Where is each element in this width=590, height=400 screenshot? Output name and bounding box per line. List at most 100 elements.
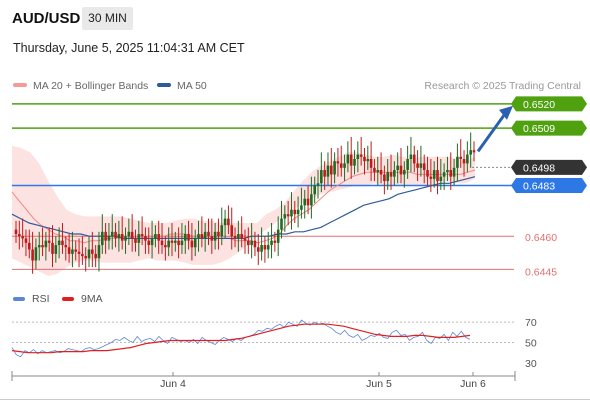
level-label-0.6520: 0.6520 — [523, 99, 555, 111]
candle-body — [343, 163, 346, 168]
candle-body — [266, 245, 270, 250]
candle-body — [34, 247, 38, 261]
candle-body — [81, 253, 84, 257]
candle-body — [386, 172, 390, 182]
candle-body — [286, 214, 290, 217]
candle-body — [37, 245, 41, 248]
legend-swatch-ma50 — [157, 83, 171, 88]
candle-body — [27, 242, 31, 250]
candle-body — [14, 229, 18, 235]
candle-body — [97, 245, 101, 259]
candle-body — [77, 251, 81, 254]
level-label-0.6520-tag — [511, 96, 587, 112]
candle-body — [230, 225, 234, 237]
candle-body — [369, 159, 373, 168]
candle-body — [323, 170, 326, 177]
candle-body — [446, 170, 449, 173]
ma50-line — [11, 176, 476, 239]
candle-body — [107, 236, 111, 241]
legend-label-ma50: MA 50 — [177, 80, 207, 92]
legend-swatch-ma20 — [13, 83, 27, 88]
candle-body — [61, 240, 64, 246]
candle-body — [187, 234, 190, 241]
candle-body — [389, 172, 393, 177]
candle-body — [399, 165, 403, 175]
candle-body — [459, 156, 463, 159]
candle-body — [114, 231, 117, 239]
candle-body — [293, 209, 297, 215]
candle-body — [180, 240, 184, 246]
candle-body — [452, 167, 456, 177]
candle-body — [409, 154, 413, 159]
candle-body — [419, 163, 423, 168]
candle-body — [456, 156, 459, 168]
rsi-legend-label-9MA: 9MA — [81, 293, 103, 305]
candle-body — [303, 198, 307, 206]
candle-body — [280, 218, 283, 230]
candle-body — [44, 240, 48, 248]
rsi-series-RSI — [11, 319, 471, 358]
candle-body — [127, 231, 131, 237]
rsi-legend-swatch-RSI — [13, 297, 25, 301]
level-label-0.6460: 0.6460 — [525, 232, 557, 244]
candle-body — [18, 234, 21, 237]
candle-body — [296, 209, 300, 215]
candle-body — [353, 159, 356, 166]
candle-body — [472, 150, 476, 153]
rsi-tick-70: 70 — [525, 317, 537, 329]
candle-body — [329, 165, 333, 175]
candle-body — [130, 231, 134, 239]
candle-body — [160, 240, 164, 246]
level-label-0.6483: 0.6483 — [523, 180, 555, 192]
candle-body — [227, 218, 230, 226]
candle-body — [94, 253, 97, 259]
candle-body — [147, 240, 151, 246]
rsi-tick-50: 50 — [525, 338, 537, 350]
candle-body — [403, 170, 406, 175]
candle-body — [290, 209, 293, 217]
candle-body — [193, 238, 197, 248]
candle-body — [140, 234, 144, 237]
target-arrow-head — [499, 105, 513, 120]
candle-body — [170, 240, 174, 243]
candle-body — [439, 176, 443, 182]
candle-body — [164, 245, 167, 248]
candle-body — [320, 170, 323, 184]
candle-body — [24, 238, 28, 243]
candle-body — [333, 161, 336, 175]
candle-body — [134, 238, 137, 243]
candle-body — [306, 198, 310, 206]
candle-body — [233, 236, 237, 239]
candle-body — [250, 240, 253, 246]
candle-body — [243, 238, 247, 241]
candle-body — [174, 240, 177, 243]
timestamp: Thursday, June 5, 2025 11:04:31 AM CET — [13, 41, 245, 55]
candle-body — [220, 225, 224, 237]
candle-body — [157, 234, 161, 241]
x-tick-label: Jun 5 — [366, 378, 392, 390]
level-label-0.6498-tag — [511, 159, 587, 175]
candle-body — [223, 218, 227, 226]
timeframe-button[interactable]: 30 MIN — [82, 7, 133, 30]
candle-body — [167, 240, 170, 248]
candle-body — [31, 249, 34, 261]
candle-body — [64, 245, 68, 248]
candle-body — [203, 231, 207, 239]
candle-body — [154, 234, 157, 239]
candle-body — [240, 234, 243, 239]
candle-body — [67, 247, 71, 254]
bollinger-band — [12, 145, 475, 276]
candle-body — [91, 249, 94, 254]
candle-body — [124, 236, 127, 241]
candle-body — [237, 234, 240, 239]
credit-text: Research © 2025 Trading Central — [424, 80, 581, 92]
candle-body — [429, 176, 433, 179]
candle-body — [247, 240, 250, 246]
candle-body — [376, 170, 380, 173]
candle-body — [349, 154, 353, 166]
candle-body — [117, 234, 121, 239]
candle-body — [276, 229, 280, 243]
candle-body — [436, 170, 439, 182]
candle-body — [273, 240, 277, 243]
